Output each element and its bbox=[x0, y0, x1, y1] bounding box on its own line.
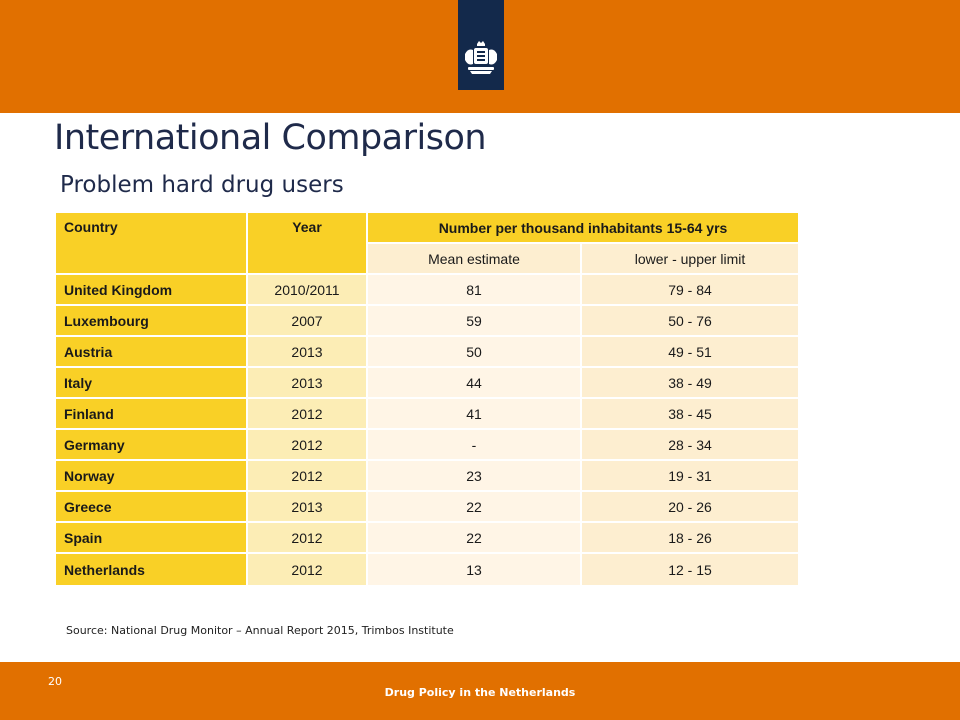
table-row: Spain 2012 22 18 - 26 bbox=[56, 523, 798, 554]
cell-country: Italy bbox=[56, 368, 246, 399]
cell-range: 38 - 49 bbox=[580, 368, 798, 399]
cell-country: Finland bbox=[56, 399, 246, 430]
government-logo bbox=[458, 0, 504, 90]
cell-range: 18 - 26 bbox=[580, 523, 798, 554]
cell-range: 49 - 51 bbox=[580, 337, 798, 368]
cell-range: 79 - 84 bbox=[580, 275, 798, 306]
cell-range: 20 - 26 bbox=[580, 492, 798, 523]
cell-country: Norway bbox=[56, 461, 246, 492]
coat-of-arms-icon bbox=[465, 41, 497, 74]
footer-bar bbox=[0, 662, 960, 720]
table-row: United Kingdom 2010/2011 81 79 - 84 bbox=[56, 275, 798, 306]
cell-country: Luxembourg bbox=[56, 306, 246, 337]
table-row: Austria 2013 50 49 - 51 bbox=[56, 337, 798, 368]
table-row: Germany 2012 - 28 - 34 bbox=[56, 430, 798, 461]
cell-year: 2013 bbox=[246, 337, 366, 368]
cell-year: 2010/2011 bbox=[246, 275, 366, 306]
comparison-table: Country Year Number per thousand inhabit… bbox=[56, 213, 798, 585]
cell-mean: - bbox=[366, 430, 580, 461]
cell-country: Netherlands bbox=[56, 554, 246, 585]
cell-year: 2012 bbox=[246, 554, 366, 585]
table-row: Finland 2012 41 38 - 45 bbox=[56, 399, 798, 430]
table-row: Greece 2013 22 20 - 26 bbox=[56, 492, 798, 523]
cell-year: 2013 bbox=[246, 368, 366, 399]
header-group: Number per thousand inhabitants 15-64 yr… bbox=[366, 213, 798, 244]
header-year: Year bbox=[246, 213, 366, 275]
table-row: Norway 2012 23 19 - 31 bbox=[56, 461, 798, 492]
cell-range: 12 - 15 bbox=[580, 554, 798, 585]
slide-title: International Comparison bbox=[54, 118, 487, 158]
cell-year: 2012 bbox=[246, 523, 366, 554]
cell-mean: 23 bbox=[366, 461, 580, 492]
footer-title: Drug Policy in the Netherlands bbox=[384, 686, 576, 699]
cell-year: 2012 bbox=[246, 461, 366, 492]
cell-mean: 81 bbox=[366, 275, 580, 306]
slide-subtitle: Problem hard drug users bbox=[60, 172, 344, 198]
cell-mean: 50 bbox=[366, 337, 580, 368]
cell-range: 38 - 45 bbox=[580, 399, 798, 430]
cell-range: 28 - 34 bbox=[580, 430, 798, 461]
source-note: Source: National Drug Monitor – Annual R… bbox=[66, 624, 454, 637]
cell-mean: 44 bbox=[366, 368, 580, 399]
cell-mean: 59 bbox=[366, 306, 580, 337]
cell-country: Greece bbox=[56, 492, 246, 523]
cell-year: 2012 bbox=[246, 430, 366, 461]
cell-mean: 22 bbox=[366, 523, 580, 554]
cell-range: 50 - 76 bbox=[580, 306, 798, 337]
header-range: lower - upper limit bbox=[580, 244, 798, 275]
table-row: Italy 2013 44 38 - 49 bbox=[56, 368, 798, 399]
cell-year: 2007 bbox=[246, 306, 366, 337]
header-mean: Mean estimate bbox=[366, 244, 580, 275]
table-subheader-row: Mean estimate lower - upper limit bbox=[56, 244, 798, 275]
cell-year: 2012 bbox=[246, 399, 366, 430]
cell-mean: 13 bbox=[366, 554, 580, 585]
cell-mean: 22 bbox=[366, 492, 580, 523]
header-country: Country bbox=[56, 213, 246, 275]
cell-country: Germany bbox=[56, 430, 246, 461]
cell-country: United Kingdom bbox=[56, 275, 246, 306]
cell-year: 2013 bbox=[246, 492, 366, 523]
cell-range: 19 - 31 bbox=[580, 461, 798, 492]
table-row: Netherlands 2012 13 12 - 15 bbox=[56, 554, 798, 585]
table-header-row: Country Year Number per thousand inhabit… bbox=[56, 213, 798, 275]
cell-country: Austria bbox=[56, 337, 246, 368]
cell-mean: 41 bbox=[366, 399, 580, 430]
cell-country: Spain bbox=[56, 523, 246, 554]
table-row: Luxembourg 2007 59 50 - 76 bbox=[56, 306, 798, 337]
page-number: 20 bbox=[48, 675, 62, 688]
